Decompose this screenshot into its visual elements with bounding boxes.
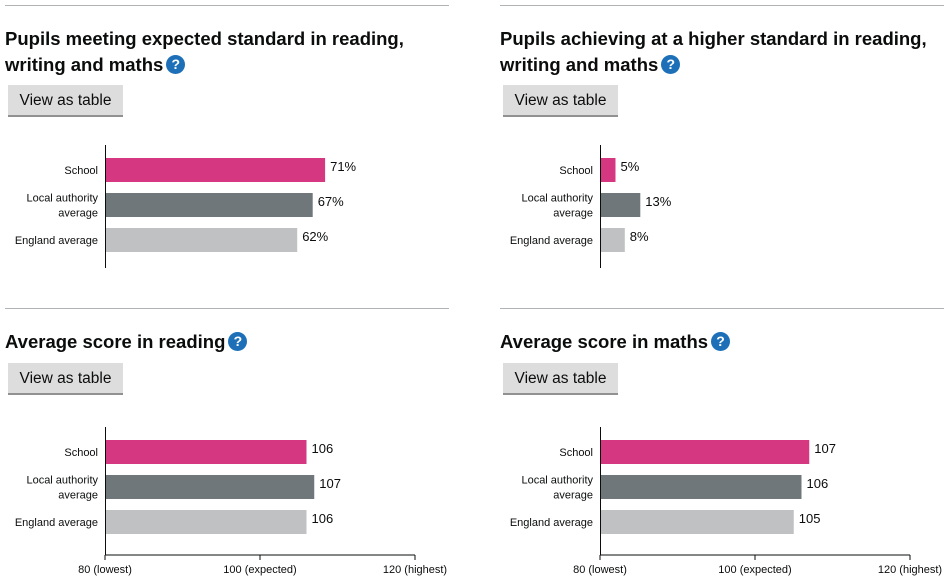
help-icon[interactable]: ? [166,55,186,74]
category-label: England average [510,517,593,529]
bar [600,510,794,534]
x-tick-label: 80 (lowest) [78,564,132,576]
chart-title: Average score in maths? [500,329,944,355]
chart-title-text: Average score in maths [500,331,709,352]
bar [105,158,326,182]
category-label: School [559,165,593,177]
help-icon[interactable]: ? [228,332,248,351]
bar-value-label: 8% [630,229,649,244]
chart-title-text: Pupils meeting expected standard in read… [5,28,404,75]
category-label: England average [15,517,98,529]
bar [600,228,625,252]
category-label-line: Local authority [521,193,593,205]
bar [105,510,307,534]
category-label: Local authority average [521,193,593,220]
section-divider [5,5,449,6]
bar-value-label: 106 [312,511,334,526]
bar-value-label: 106 [312,441,334,456]
view-as-table-button[interactable]: View as table [8,363,123,395]
category-label: Local authority average [26,475,98,502]
bar [105,440,307,464]
view-as-table-button[interactable]: View as table [8,85,123,117]
view-as-table-button[interactable]: View as table [503,363,618,395]
category-label-line: Local authority [26,475,98,487]
bar-value-label: 67% [318,194,344,209]
view-as-table-button[interactable]: View as table [503,85,618,117]
bar-chart: 71% School 67% Local authority average 62% Eng… [15,145,357,268]
category-label: School [559,447,593,459]
category-label-line: Local authority [521,475,593,487]
panel-maths-score: Average score in maths? View as table 10… [500,308,944,576]
category-label-line: Local authority [26,193,98,205]
chart-title-text: Average score in reading [5,331,226,352]
x-tick-label: 100 (expected) [223,564,296,576]
x-tick-label: 120 (highest) [383,564,447,576]
bar-value-label: 106 [807,476,829,491]
bar-chart: 107 School 106 Local authority average 105 Eng… [510,427,942,576]
x-tick-label: 100 (expected) [718,564,791,576]
bar [600,158,616,182]
bar-value-label: 5% [621,159,640,174]
bar-chart: 5% School 13% Local authority average 8% Engla… [510,145,672,268]
chart-title: Pupils meeting expected standard in read… [5,26,449,78]
bar-value-label: 13% [645,194,671,209]
section-divider [5,308,449,309]
category-label-line: England average [510,517,593,529]
section-divider [500,5,944,6]
panel-reading-score: Average score in reading? View as table … [5,308,449,576]
category-label: Local authority average [521,475,593,502]
category-label-line: average [58,208,98,220]
bar-value-label: 71% [330,159,356,174]
bar-value-label: 105 [799,511,821,526]
bar-chart: 106 School 107 Local authority average 106 Eng… [15,427,447,576]
category-label-line: England average [15,517,98,529]
bar [600,193,641,217]
category-label-line: School [559,447,593,459]
category-label-line: average [553,208,593,220]
chart-title: Average score in reading? [5,329,449,355]
chart-title-text: Pupils achieving at a higher standard in… [500,28,927,75]
x-tick-label: 120 (highest) [878,564,942,576]
x-tick-label: 80 (lowest) [573,564,627,576]
bar [600,475,802,499]
bar-value-label: 107 [319,476,341,491]
section-divider [500,308,944,309]
bar-value-label: 107 [814,441,836,456]
category-label-line: average [58,490,98,502]
category-label: School [64,165,98,177]
panel-expected-standard: Pupils meeting expected standard in read… [5,5,449,295]
category-label: Local authority average [26,193,98,220]
bar [600,440,810,464]
category-label-line: School [64,165,98,177]
category-label-line: England average [15,235,98,247]
panel-higher-standard: Pupils achieving at a higher standard in… [500,5,944,295]
bar-value-label: 62% [302,229,328,244]
category-label-line: England average [510,235,593,247]
category-label: England average [15,235,98,247]
category-label-line: School [64,447,98,459]
category-label-line: average [553,490,593,502]
chart-title: Pupils achieving at a higher standard in… [500,26,944,78]
category-label: England average [510,235,593,247]
category-label: School [64,447,98,459]
bar [105,193,313,217]
category-label-line: School [559,165,593,177]
bar [105,475,315,499]
help-icon[interactable]: ? [661,55,681,74]
bar [105,228,298,252]
help-icon[interactable]: ? [711,332,731,351]
